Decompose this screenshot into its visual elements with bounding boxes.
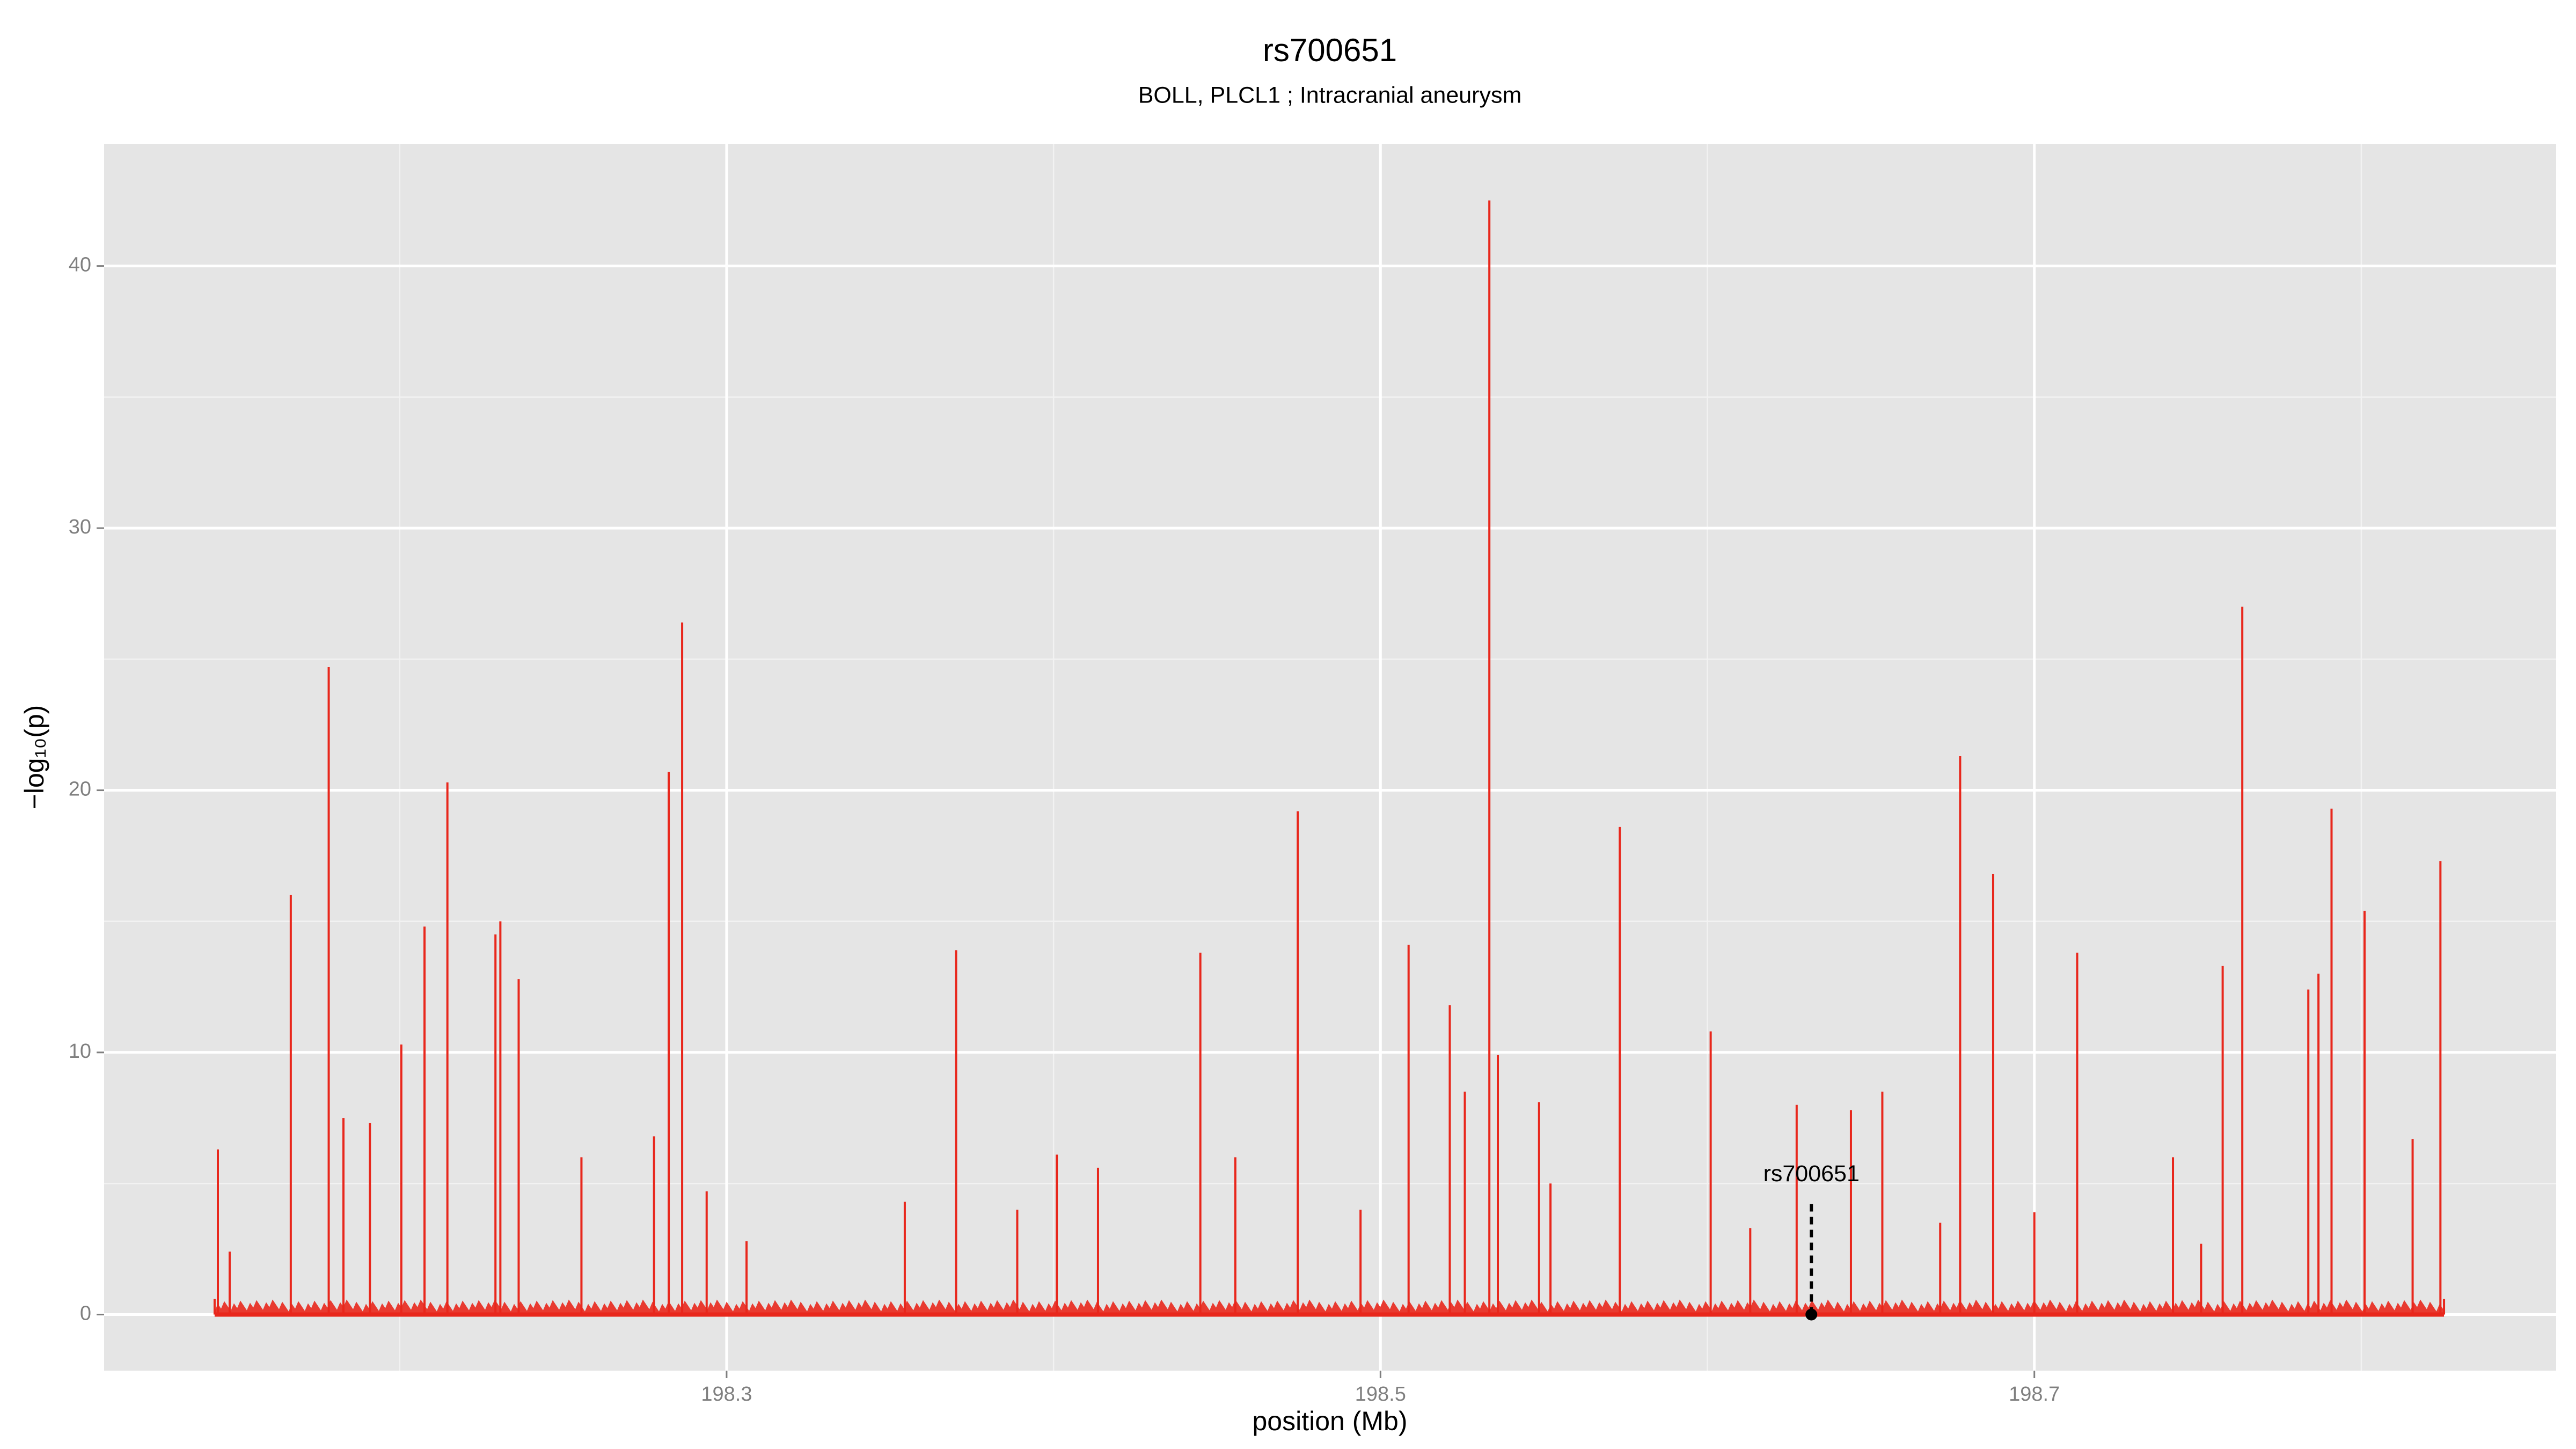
chart-subtitle: BOLL, PLCL1 ; Intracranial aneurysm bbox=[1138, 82, 1522, 108]
x-tick-label: 198.7 bbox=[2009, 1383, 2060, 1406]
baseline-band bbox=[214, 1299, 2445, 1315]
y-tick-label: 40 bbox=[69, 254, 91, 276]
x-tick-label: 198.3 bbox=[701, 1383, 752, 1406]
y-tick-label: 30 bbox=[69, 516, 91, 538]
highlight-label: rs700651 bbox=[1763, 1161, 1860, 1187]
highlight-point bbox=[1805, 1308, 1818, 1321]
y-tick-label: 20 bbox=[69, 778, 91, 801]
y-tick-label: 10 bbox=[69, 1040, 91, 1063]
x-tick-label: 198.5 bbox=[1355, 1383, 1406, 1406]
y-axis-title: −log₁₀(p) bbox=[19, 705, 49, 810]
panel bbox=[104, 144, 2556, 1371]
y-tick-label: 0 bbox=[80, 1302, 91, 1325]
chart-title: rs700651 bbox=[1263, 32, 1397, 68]
x-axis-title: position (Mb) bbox=[1253, 1406, 1408, 1436]
